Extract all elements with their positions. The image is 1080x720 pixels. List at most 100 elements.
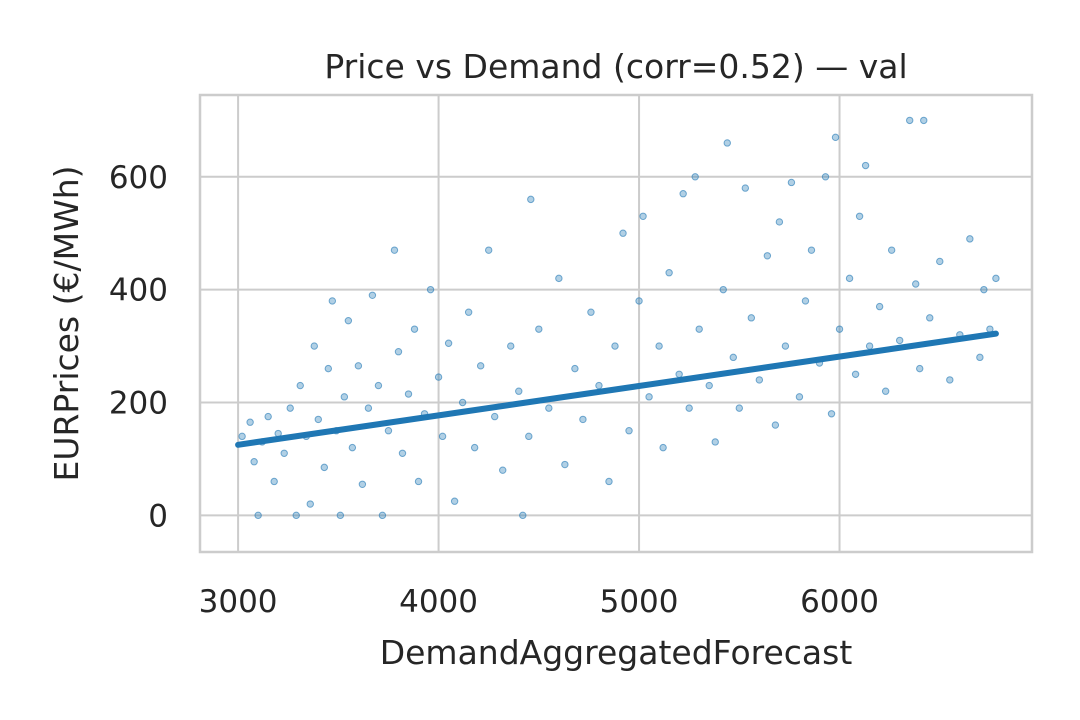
data-point	[484, 246, 493, 254]
data-point	[675, 370, 683, 378]
data-point	[286, 404, 294, 412]
data-point	[611, 342, 619, 350]
data-point	[946, 376, 954, 384]
data-point	[912, 280, 920, 288]
data-point	[545, 404, 553, 412]
data-point	[916, 364, 924, 373]
data-point	[861, 161, 870, 170]
x-tick-label: 6000	[800, 584, 879, 620]
data-point	[639, 212, 647, 221]
data-point	[306, 500, 314, 508]
x-tick-label: 4000	[399, 584, 478, 620]
data-point	[434, 373, 443, 381]
y-tick-label: 200	[109, 385, 168, 421]
data-point	[655, 342, 663, 350]
data-point	[771, 421, 780, 429]
data-point	[525, 432, 533, 441]
data-point	[635, 297, 643, 305]
data-point	[507, 342, 515, 350]
data-point	[390, 246, 399, 254]
scatter-points	[238, 116, 1000, 520]
data-point	[763, 252, 772, 260]
data-point	[358, 480, 367, 488]
data-point	[711, 438, 719, 446]
data-point	[378, 511, 387, 520]
data-point	[254, 511, 262, 520]
trend-line	[235, 330, 999, 448]
data-point	[344, 316, 353, 325]
data-point	[250, 458, 258, 466]
data-point	[827, 410, 836, 418]
data-point	[920, 116, 928, 125]
y-axis-label: EURPrices (€/MWh)	[47, 166, 86, 482]
data-point	[685, 404, 693, 412]
data-point	[865, 342, 874, 350]
data-point	[926, 314, 934, 322]
data-point	[561, 460, 569, 469]
data-point	[787, 178, 796, 187]
data-point	[679, 190, 687, 198]
data-point	[410, 325, 419, 333]
data-point	[264, 412, 272, 421]
data-point	[438, 432, 447, 441]
data-point	[340, 393, 349, 401]
x-tick-label: 5000	[600, 584, 679, 620]
data-point	[519, 511, 527, 520]
data-point	[855, 212, 864, 221]
data-point	[723, 139, 731, 147]
y-tick-label: 0	[148, 498, 168, 534]
data-point	[515, 387, 523, 395]
data-point	[966, 235, 974, 243]
data-point	[906, 116, 914, 125]
data-point	[719, 285, 727, 294]
data-point	[976, 353, 984, 362]
data-point	[238, 432, 246, 441]
chart-title: Price vs Demand (corr=0.52) — val	[324, 47, 907, 86]
data-point	[579, 415, 587, 424]
data-point	[444, 339, 453, 347]
data-point	[384, 426, 393, 435]
data-point	[535, 325, 543, 333]
data-point	[394, 348, 403, 356]
data-point	[476, 362, 485, 370]
data-point	[835, 325, 844, 333]
x-axis-label: DemandAggregatedForecast	[380, 633, 853, 672]
y-tick-label: 600	[109, 160, 168, 196]
tick-labels: 3000 4000 5000 6000 0 200 400 600	[109, 160, 879, 620]
data-point	[348, 443, 357, 452]
data-point	[328, 297, 337, 305]
data-point	[426, 285, 435, 294]
data-point	[887, 246, 896, 254]
data-point	[831, 133, 840, 142]
data-point	[595, 381, 603, 390]
data-point	[980, 285, 988, 294]
data-point	[310, 342, 318, 350]
data-point	[354, 362, 363, 370]
data-point	[695, 325, 703, 333]
data-point	[625, 426, 633, 435]
data-point	[270, 477, 278, 486]
data-point	[470, 443, 479, 452]
data-point	[374, 381, 383, 390]
data-point	[364, 404, 373, 412]
data-point	[458, 398, 467, 407]
data-point	[587, 308, 595, 316]
data-point	[450, 497, 459, 505]
data-point	[659, 443, 667, 452]
data-point	[619, 229, 627, 237]
data-point	[414, 477, 423, 486]
data-point	[781, 342, 790, 350]
data-point	[320, 463, 328, 472]
data-point	[499, 466, 507, 474]
data-point	[705, 381, 713, 390]
data-point	[775, 218, 784, 226]
data-point	[464, 308, 473, 316]
data-point	[404, 390, 413, 398]
grid-lines	[200, 95, 1032, 552]
x-tick-label: 3000	[199, 584, 278, 620]
data-point	[398, 449, 407, 457]
data-point	[936, 257, 944, 266]
data-point	[314, 415, 322, 424]
data-point	[807, 246, 816, 254]
